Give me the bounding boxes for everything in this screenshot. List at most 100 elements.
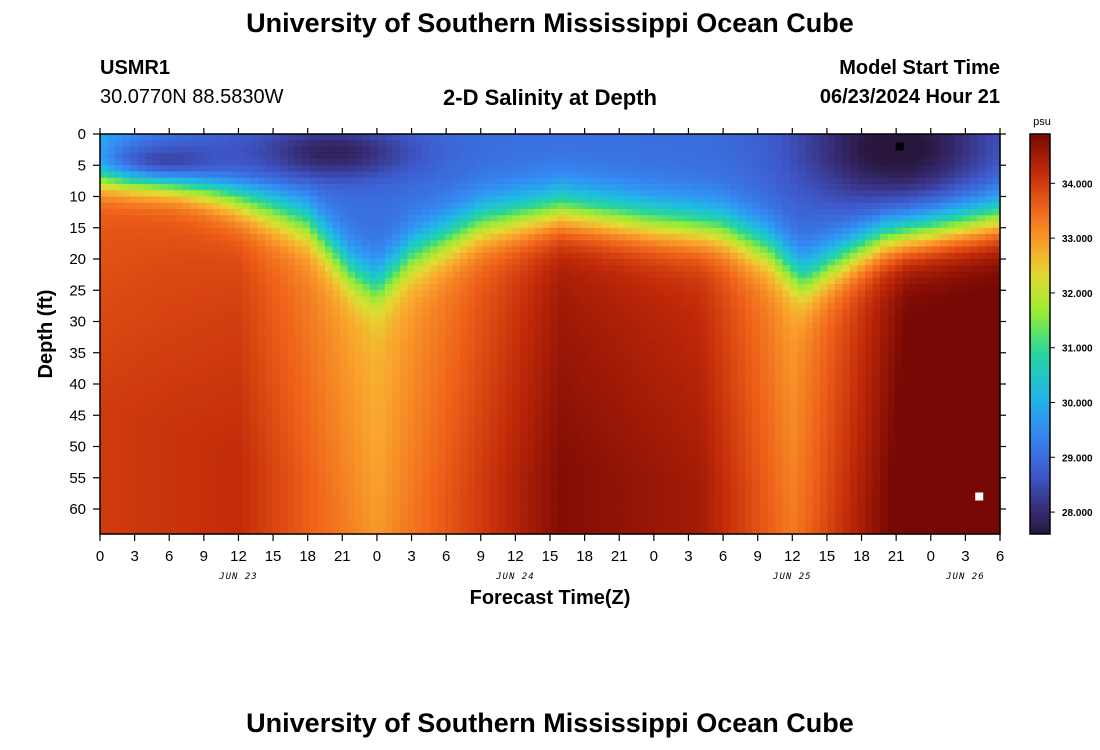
heatmap-cell — [415, 415, 424, 423]
heatmap-cell — [167, 527, 176, 535]
heatmap-cell — [385, 415, 394, 423]
heatmap-cell — [490, 140, 499, 148]
heatmap-cell — [317, 184, 326, 191]
heatmap-cell — [317, 159, 326, 166]
heatmap-cell — [362, 221, 371, 229]
heatmap-cell — [377, 384, 386, 391]
heatmap-cell — [647, 452, 656, 460]
heatmap-cell — [490, 171, 499, 179]
heatmap-cell — [332, 421, 341, 429]
heatmap-cell — [355, 252, 364, 260]
heatmap-cell — [370, 359, 379, 366]
heatmap-cell — [407, 509, 416, 516]
heatmap-cell — [280, 446, 289, 454]
heatmap-cell — [175, 384, 184, 391]
heatmap-cell — [595, 259, 604, 266]
heatmap-cell — [557, 265, 566, 273]
heatmap-cell — [175, 509, 184, 516]
heatmap-cell — [617, 521, 626, 529]
heatmap-cell — [377, 259, 386, 266]
heatmap-cell — [152, 177, 161, 185]
heatmap-cell — [490, 315, 499, 323]
heatmap-cell — [437, 159, 446, 166]
heatmap-cell — [197, 509, 206, 516]
heatmap-cell — [572, 352, 581, 360]
heatmap-cell — [625, 371, 634, 379]
heatmap-cell — [662, 152, 671, 160]
heatmap-cell — [460, 371, 469, 379]
heatmap-cell — [452, 402, 461, 410]
heatmap-cell — [467, 321, 476, 329]
heatmap-cell — [235, 271, 244, 279]
heatmap-cell — [415, 140, 424, 148]
heatmap-cell — [505, 159, 514, 166]
heatmap-cell — [227, 177, 236, 185]
heatmap-cell — [197, 321, 206, 329]
heatmap-cell — [580, 421, 589, 429]
heatmap-cell — [370, 471, 379, 479]
heatmap-cell — [182, 384, 191, 391]
heatmap-cell — [160, 415, 169, 423]
heatmap-cell — [242, 390, 251, 398]
heatmap-cell — [137, 490, 146, 498]
heatmap-cell — [392, 296, 401, 304]
heatmap-cell — [595, 171, 604, 179]
heatmap-cell — [565, 265, 574, 273]
heatmap-cell — [400, 371, 409, 379]
heatmap-cell — [310, 315, 319, 323]
heatmap-cell — [437, 359, 446, 366]
heatmap-cell — [295, 440, 304, 448]
heatmap-cell — [482, 271, 491, 279]
heatmap-cell — [160, 377, 169, 385]
heatmap-cell — [467, 284, 476, 291]
heatmap-cell — [145, 402, 154, 410]
heatmap-cell — [182, 402, 191, 410]
heatmap-cell — [235, 252, 244, 260]
heatmap-cell — [317, 396, 326, 404]
heatmap-cell — [100, 427, 109, 435]
heatmap-cell — [355, 427, 364, 435]
heatmap-cell — [647, 284, 656, 291]
heatmap-cell — [647, 434, 656, 441]
heatmap-cell — [205, 521, 214, 529]
heatmap-cell — [497, 265, 506, 273]
heatmap-cell — [340, 152, 349, 160]
heatmap-cell — [100, 290, 109, 298]
heatmap-cell — [295, 184, 304, 191]
heatmap-cell — [437, 384, 446, 391]
heatmap-cell — [122, 496, 131, 504]
heatmap-cell — [130, 152, 139, 160]
heatmap-cell — [460, 240, 469, 248]
heatmap-cell — [340, 227, 349, 235]
heatmap-cell — [257, 315, 266, 323]
heatmap-cell — [482, 321, 491, 329]
heatmap-cell — [212, 252, 221, 260]
heatmap-cell — [535, 296, 544, 304]
heatmap-cell — [482, 221, 491, 229]
heatmap-cell — [190, 402, 199, 410]
heatmap-cell — [587, 527, 596, 535]
heatmap-cell — [632, 509, 641, 516]
heatmap-cell — [377, 265, 386, 273]
heatmap-cell — [205, 159, 214, 166]
heatmap-cell — [655, 402, 664, 410]
heatmap-cell — [632, 171, 641, 179]
heatmap-cell — [610, 221, 619, 229]
heatmap-cell — [497, 327, 506, 335]
heatmap-cell — [137, 434, 146, 441]
heatmap-cell — [647, 146, 656, 154]
heatmap-cell — [332, 427, 341, 435]
heatmap-cell — [550, 515, 559, 523]
heatmap-cell — [632, 140, 641, 148]
heatmap-cell — [677, 459, 686, 466]
heatmap-cell — [167, 171, 176, 179]
heatmap-cell — [655, 390, 664, 398]
heatmap-cell — [250, 359, 259, 366]
heatmap-cell — [422, 346, 431, 354]
heatmap-cell — [602, 284, 611, 291]
heatmap-cell — [452, 296, 461, 304]
heatmap-cell — [280, 459, 289, 466]
heatmap-cell — [227, 284, 236, 291]
heatmap-cell — [257, 452, 266, 460]
heatmap-cell — [587, 259, 596, 266]
